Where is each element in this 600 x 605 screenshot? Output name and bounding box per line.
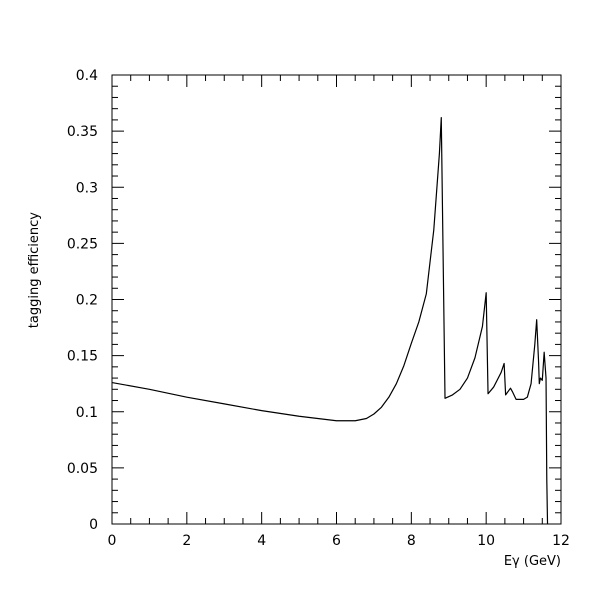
plot-frame	[111, 74, 562, 525]
x-tick-label: 4	[257, 533, 266, 549]
tick-labels: 0 2 4 6 8 10 12 0 0.05 0.1 0.15 0.2 0.25 0.3 0.35 0.4	[67, 68, 570, 549]
x-tick-label: 2	[182, 533, 191, 549]
y-axis-label: tagging efficiency	[27, 212, 42, 329]
tick-marks	[111, 74, 562, 525]
y-tick-label: 0.1	[76, 405, 98, 421]
y-tick-label: 0.3	[76, 180, 98, 196]
y-tick-label: 0.35	[67, 124, 98, 140]
efficiency-series-line	[111, 117, 549, 525]
y-tick-label: 0.4	[76, 68, 98, 84]
y-tick-label: 0.25	[67, 236, 98, 252]
x-tick-label: 12	[552, 533, 570, 549]
y-tick-label: 0	[89, 517, 98, 533]
y-tick-label: 0.15	[67, 349, 98, 365]
x-tick-label: 6	[332, 533, 341, 549]
x-axis-label: Eγ (GeV)	[504, 554, 561, 569]
y-tick-label: 0.05	[67, 461, 98, 477]
y-tick-label: 0.2	[76, 293, 98, 309]
x-tick-label: 8	[407, 533, 416, 549]
series-layer	[111, 117, 549, 525]
x-tick-label: 0	[108, 533, 117, 549]
x-tick-label: 10	[477, 533, 495, 549]
